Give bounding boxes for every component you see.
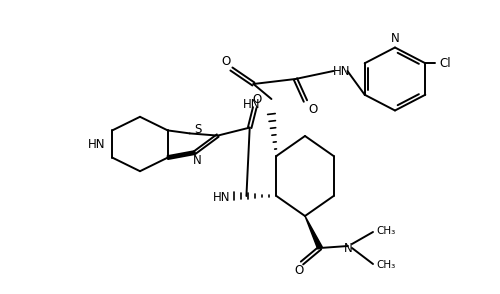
Text: O: O [252,93,262,106]
Text: HN: HN [242,98,260,111]
Text: HN: HN [212,191,230,203]
Text: CH₃: CH₃ [376,226,395,236]
Text: O: O [222,54,231,68]
Text: O: O [309,103,318,116]
Polygon shape [305,216,322,249]
Text: Cl: Cl [440,57,451,70]
Text: N: N [344,241,352,255]
Text: S: S [194,123,202,136]
Text: HN: HN [88,138,105,151]
Text: N: N [194,154,202,167]
Text: O: O [294,263,304,276]
Text: HN: HN [332,64,350,78]
Text: N: N [390,32,400,45]
Text: CH₃: CH₃ [376,260,395,270]
